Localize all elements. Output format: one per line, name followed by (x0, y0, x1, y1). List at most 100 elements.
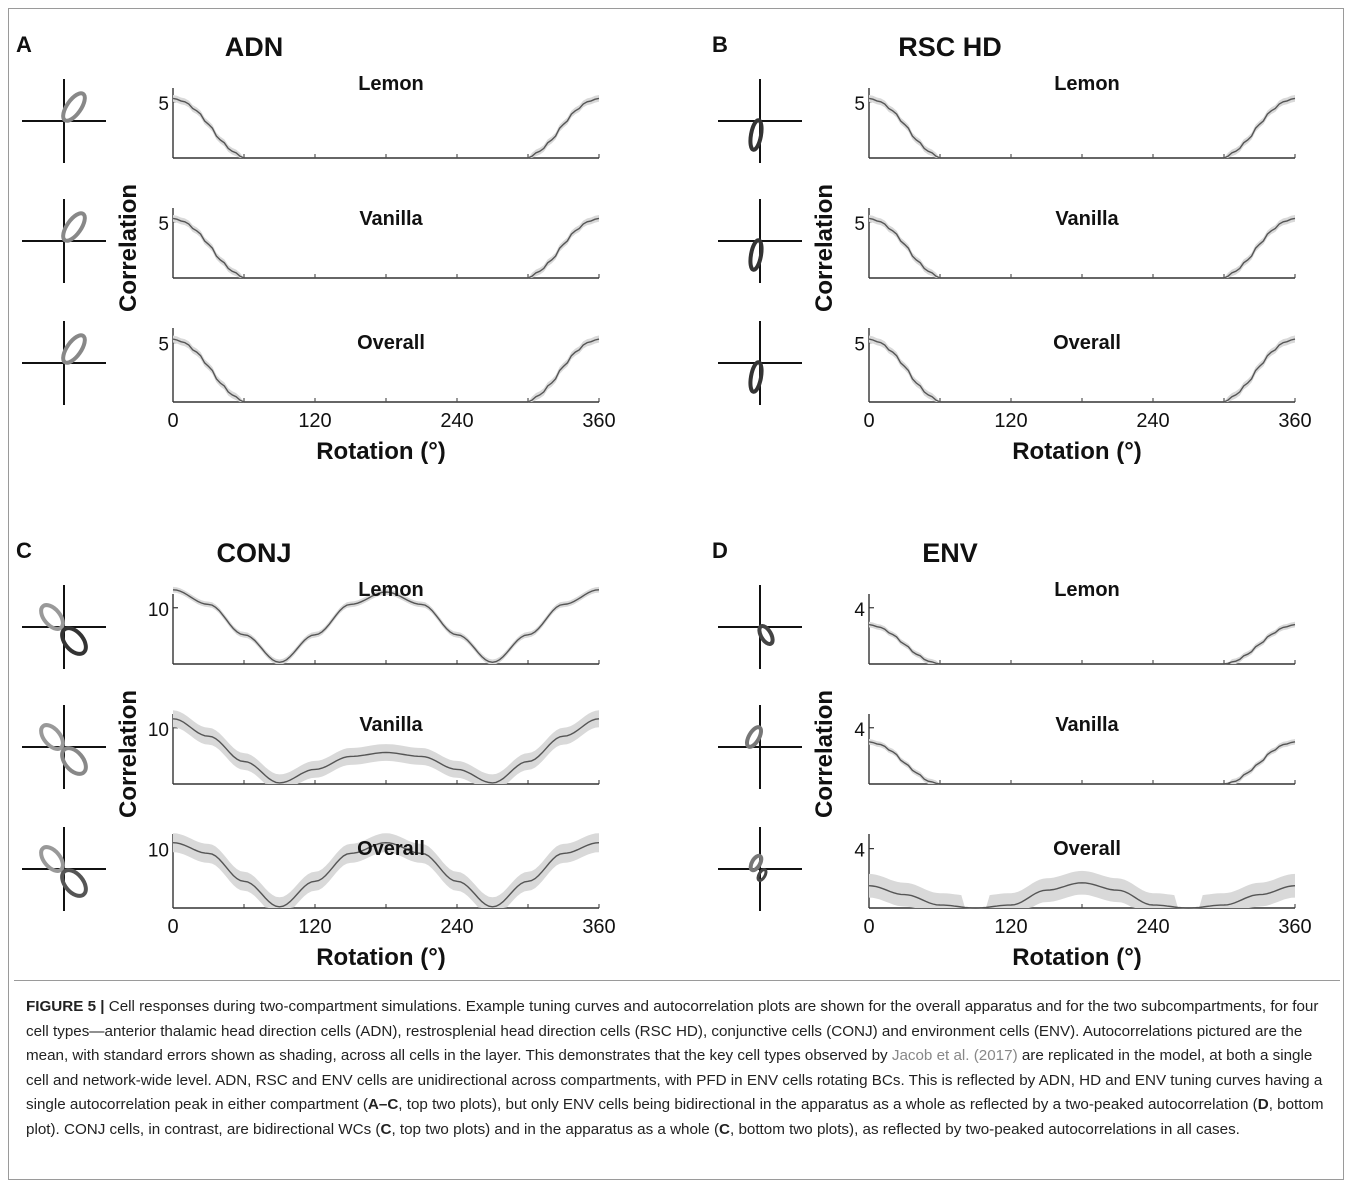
subplot-label: Lemon (1054, 579, 1120, 601)
caption-text: , top two plots), but only ENV cells bei… (398, 1096, 1258, 1114)
panel-d: D ENV Correlation 4 Lemon 4 Vanilla 4 Overall 0 12… (712, 538, 1312, 971)
mean-line (172, 718, 600, 784)
polar-lobe (745, 725, 763, 749)
x-tick-label: 240 (440, 410, 473, 432)
subplot-label: Lemon (358, 73, 424, 95)
mean-line (172, 217, 600, 279)
polar-lobe (61, 333, 87, 365)
figure-canvas: A ADN Correlation 5 Lemon 5 Vanilla 5 Overall 0 12… (16, 32, 1312, 971)
y-axis-label: Correlation (115, 690, 142, 818)
y-tick-label: 4 (854, 600, 865, 621)
x-tick-label: 360 (582, 410, 615, 432)
citation-link[interactable]: Jacob et al. (2017) (891, 1047, 1018, 1065)
y-tick-label: 5 (158, 335, 169, 356)
polar-lobe (60, 868, 88, 898)
panel-letter: D (712, 538, 728, 563)
subplot-overall: 4 Overall (718, 827, 1296, 911)
y-tick-label: 4 (854, 841, 865, 862)
x-axis-label: Rotation (°) (1012, 944, 1142, 971)
polar-lobe (60, 626, 88, 656)
x-axis-label: Rotation (°) (316, 944, 446, 971)
panel-letter: A (16, 32, 32, 57)
x-tick-label: 360 (1278, 916, 1311, 938)
subplot-label: Vanilla (1055, 714, 1119, 736)
error-band (869, 95, 1295, 158)
caption-text: , bottom plot). CONJ cells, in contrast,… (26, 1096, 1324, 1138)
subplot-label: Vanilla (1055, 208, 1119, 230)
x-tick-label: 240 (1136, 410, 1169, 432)
subplot-overall: 10 Overall (22, 827, 600, 911)
subplot-vanilla: 5 Vanilla (718, 199, 1296, 283)
polar-lobe (748, 238, 764, 272)
error-band (869, 870, 1295, 908)
polar-lobe (748, 118, 764, 152)
y-tick-label: 5 (854, 214, 865, 235)
caption-label: FIGURE 5 | (26, 998, 105, 1015)
x-tick-label: 360 (582, 916, 615, 938)
subplot-label: Lemon (1054, 73, 1120, 95)
x-tick-label: 120 (298, 410, 331, 432)
y-tick-label: 5 (854, 335, 865, 356)
subplot-label: Vanilla (359, 714, 423, 736)
polar-lobe (757, 623, 775, 647)
subplot-lemon: 10 Lemon (22, 579, 600, 669)
x-tick-label: 120 (298, 916, 331, 938)
y-axis-label: Correlation (811, 184, 838, 312)
subplot-lemon: 5 Lemon (718, 73, 1296, 163)
panel-letter: C (16, 538, 32, 563)
error-band (173, 710, 599, 784)
subplot-lemon: 4 Lemon (718, 579, 1296, 669)
error-band (173, 95, 599, 158)
x-tick-label: 0 (167, 916, 178, 938)
y-tick-label: 10 (148, 600, 169, 621)
polar-lobe (39, 723, 65, 751)
subplot-vanilla: 10 Vanilla (22, 705, 600, 789)
panel-letter: B (712, 32, 728, 57)
x-tick-label: 120 (994, 410, 1027, 432)
caption-panel-ref: D (1257, 1096, 1269, 1114)
mean-line (172, 338, 600, 403)
mean-line (172, 97, 600, 159)
mean-line (868, 338, 1296, 403)
subplot-label: Overall (357, 332, 425, 354)
panel-b: B RSC HD Correlation 5 Lemon 5 Vanilla 5 Overall… (712, 32, 1312, 465)
figure-caption: FIGURE 5 | Cell responses during two-com… (14, 980, 1340, 1176)
polar-lobe (39, 603, 65, 631)
subplot-lemon: 5 Lemon (22, 73, 600, 163)
error-band (173, 833, 599, 908)
caption-text: , top two plots) and in the apparatus as… (391, 1120, 720, 1138)
polar-lobe (748, 360, 764, 394)
mean-line (172, 841, 600, 908)
panel-title: RSC HD (898, 32, 1002, 62)
subplot-label: Lemon (358, 579, 424, 601)
mean-line (868, 741, 1296, 785)
y-tick-label: 10 (148, 720, 169, 741)
mean-line (172, 589, 600, 664)
caption-text: Cell responses during two-compartment si… (26, 998, 1319, 1065)
subplot-vanilla: 4 Vanilla (718, 705, 1296, 789)
panel-title: ADN (225, 32, 284, 62)
x-tick-label: 0 (167, 410, 178, 432)
y-tick-label: 4 (854, 720, 865, 741)
y-axis-label: Correlation (811, 690, 838, 818)
subplot-vanilla: 5 Vanilla (22, 199, 600, 283)
mean-line (868, 623, 1296, 665)
panel-title: ENV (922, 538, 978, 568)
x-tick-label: 0 (863, 916, 874, 938)
subplot-label: Overall (1053, 332, 1121, 354)
mean-line (868, 882, 1296, 909)
caption-panel-ref: C (719, 1120, 730, 1138)
polar-lobe (748, 853, 764, 873)
x-tick-label: 0 (863, 410, 874, 432)
subplot-label: Overall (357, 838, 425, 860)
subplot-label: Vanilla (359, 208, 423, 230)
error-band (869, 739, 1295, 784)
x-tick-label: 120 (994, 916, 1027, 938)
x-tick-label: 360 (1278, 410, 1311, 432)
y-tick-label: 5 (158, 214, 169, 235)
panel-a: A ADN Correlation 5 Lemon 5 Vanilla 5 Overall 0 12… (16, 32, 616, 465)
y-tick-label: 5 (158, 94, 169, 115)
polar-lobe (756, 868, 768, 882)
error-band (869, 621, 1295, 664)
caption-panel-ref: C (380, 1120, 392, 1138)
